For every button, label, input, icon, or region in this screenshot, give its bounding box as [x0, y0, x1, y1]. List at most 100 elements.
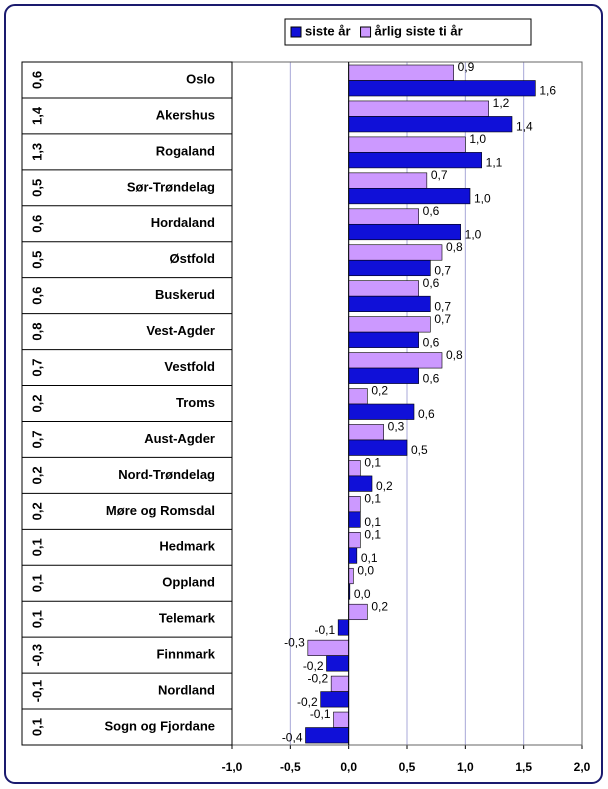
bar: [348, 280, 419, 297]
bar: [330, 675, 349, 692]
bar: [348, 532, 361, 549]
bar: [348, 388, 368, 405]
bar: [320, 691, 349, 708]
side-value: 1,4: [29, 106, 44, 125]
category-label: Aust-Agder: [144, 431, 215, 446]
bar: [348, 547, 358, 564]
side-value: 0,2: [29, 502, 44, 520]
bar: [348, 316, 431, 333]
side-value: -0,3: [29, 644, 44, 666]
data-label: 1,0: [469, 132, 486, 146]
data-label: 0,7: [434, 263, 451, 277]
category-label: Nord-Trøndelag: [118, 467, 215, 482]
legend-box: [284, 18, 532, 46]
side-value: 0,7: [29, 430, 44, 448]
data-label: 0,1: [364, 527, 381, 541]
data-label: 0,1: [361, 551, 378, 565]
bar: [348, 152, 482, 169]
category-label: Telemark: [159, 611, 216, 626]
data-label: 0,1: [364, 456, 381, 470]
data-label: 0,6: [423, 276, 440, 290]
bar: [348, 439, 408, 456]
category-label: Østfold: [170, 251, 216, 266]
legend-swatch: [290, 26, 302, 38]
category-label: Sør-Trøndelag: [127, 179, 215, 194]
data-label: 0,7: [434, 312, 451, 326]
bar: [348, 223, 461, 241]
bar: [348, 331, 419, 348]
side-value: 0,1: [29, 538, 44, 556]
data-label: -0,1: [310, 707, 331, 721]
bar: [348, 475, 373, 492]
x-tick-label: 2,0: [574, 760, 591, 774]
x-tick-label: 0,5: [399, 760, 416, 774]
legend-swatch: [360, 26, 372, 38]
data-label: 0,9: [458, 60, 475, 74]
category-label: Rogaland: [156, 143, 215, 158]
data-label: 1,4: [516, 120, 533, 134]
category-label: Troms: [176, 395, 215, 410]
bar: [348, 352, 443, 369]
data-label: 0,0: [357, 563, 374, 577]
data-label: 0,0: [354, 587, 371, 601]
x-tick-label: -1,0: [222, 760, 243, 774]
data-label: 0,3: [388, 420, 405, 434]
bar: [348, 511, 361, 528]
data-label: 0,8: [446, 348, 463, 362]
data-label: 0,2: [371, 599, 388, 613]
side-value: 0,1: [29, 574, 44, 592]
category-label: Buskerud: [155, 287, 215, 302]
x-tick-label: -0,5: [280, 760, 301, 774]
bar: [348, 367, 419, 384]
bar: [348, 172, 428, 189]
data-label: 0,1: [364, 492, 381, 506]
bar: [348, 295, 431, 312]
data-label: 1,1: [486, 156, 503, 170]
bar: [348, 100, 489, 117]
category-label: Vestfold: [164, 359, 215, 374]
bar: [337, 619, 349, 636]
category-label: Sogn og Fjordane: [105, 718, 216, 733]
bar: [348, 496, 361, 513]
category-label: Oppland: [162, 575, 215, 590]
data-label: -0,4: [282, 731, 303, 745]
bar: [333, 711, 349, 728]
data-label: 0,1: [364, 515, 381, 529]
side-value: 0,5: [29, 251, 44, 269]
side-value: 1,3: [29, 143, 44, 161]
bar: [348, 80, 536, 97]
data-label: 0,6: [423, 371, 440, 385]
data-label: -0,1: [314, 623, 335, 637]
data-label: 1,6: [539, 84, 556, 98]
bar: [348, 403, 415, 420]
legend-label: siste år: [305, 23, 351, 38]
data-label: -0,2: [297, 695, 318, 709]
data-label: 0,6: [423, 335, 440, 349]
side-value: 0,2: [29, 466, 44, 484]
category-label: Hordaland: [151, 215, 215, 230]
data-label: 0,8: [446, 240, 463, 254]
side-value: 0,8: [29, 323, 44, 341]
side-value: 0,1: [29, 718, 44, 736]
category-label: Hedmark: [159, 539, 215, 554]
side-value: -0,1: [29, 680, 44, 702]
x-tick-label: 0,0: [340, 760, 357, 774]
bar: [326, 655, 349, 672]
category-label: Finnmark: [156, 647, 215, 662]
category-label: Møre og Romsdal: [106, 503, 215, 518]
bar: [348, 259, 431, 277]
data-label: -0,2: [307, 671, 328, 685]
data-label: 0,2: [376, 479, 393, 493]
side-value: 0,2: [29, 394, 44, 412]
data-label: 0,7: [434, 299, 451, 313]
x-tick-label: 1,0: [457, 760, 474, 774]
data-label: 1,2: [493, 96, 510, 110]
bar: [307, 639, 349, 656]
table-border: [21, 61, 233, 746]
category-label: Akershus: [156, 107, 215, 122]
data-label: 0,7: [431, 168, 448, 182]
bar: [348, 116, 513, 133]
data-label: 0,6: [423, 204, 440, 218]
data-label: -0,2: [303, 659, 324, 673]
